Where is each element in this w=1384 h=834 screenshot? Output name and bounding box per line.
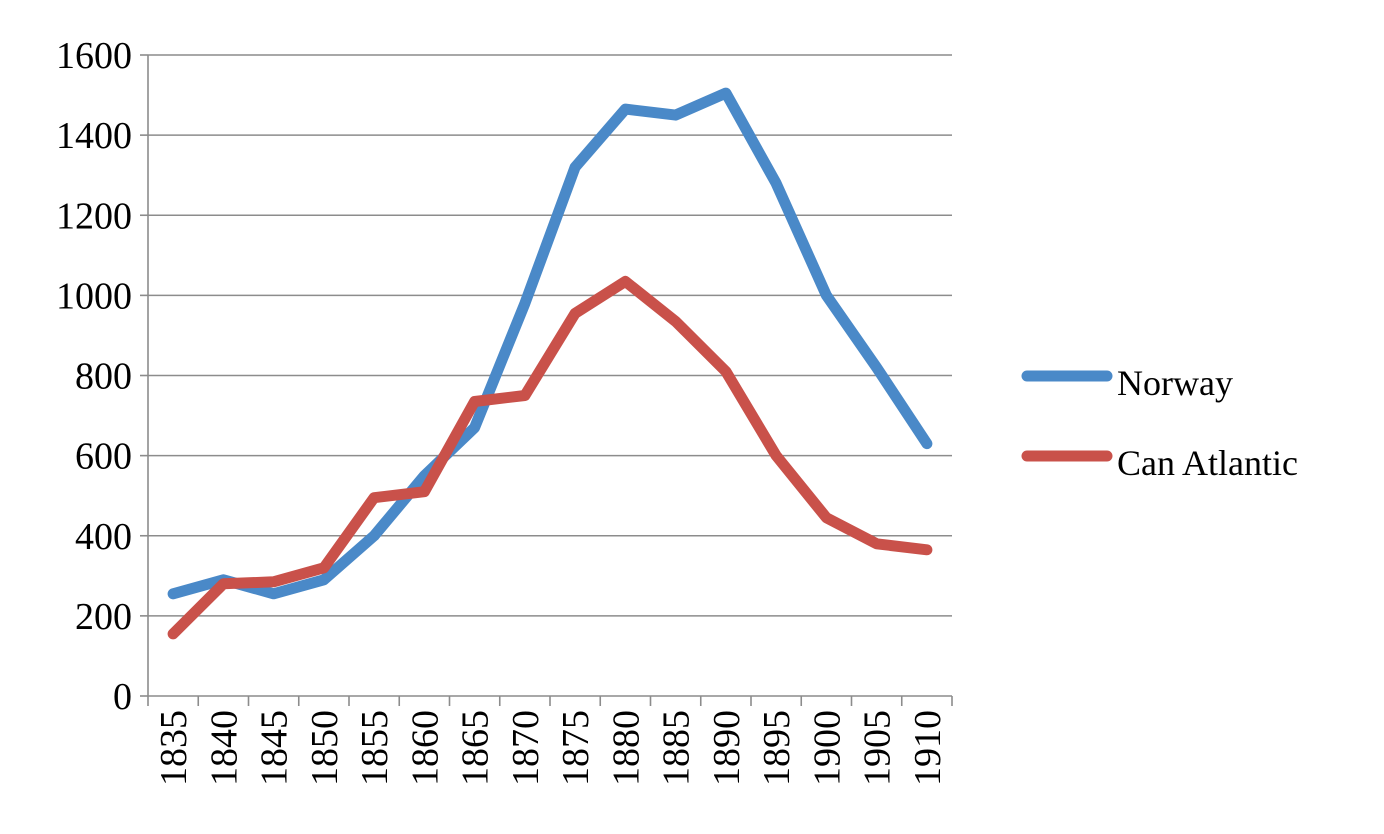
x-tick-label: 1835 xyxy=(153,710,195,786)
series-line-norway xyxy=(167,87,933,600)
y-axis-ticks: 0 200 400 600 800 1000 1200 1400 1600 xyxy=(56,35,148,718)
x-tick-label: 1905 xyxy=(857,710,899,786)
x-tick-label: 1850 xyxy=(304,710,346,786)
y-tick-label: 1200 xyxy=(56,195,132,237)
x-tick-label: 1860 xyxy=(404,710,446,786)
y-tick-label: 400 xyxy=(75,516,132,558)
series-line-can-atlantic xyxy=(167,275,933,640)
y-tick-label: 800 xyxy=(75,356,132,398)
y-tick-label: 0 xyxy=(113,676,132,718)
x-axis-ticks: 1835 1840 1845 1850 1855 1860 1865 1870 1875 1880… xyxy=(147,696,953,786)
series-lines xyxy=(167,87,933,640)
x-tick-label: 1875 xyxy=(555,710,597,786)
x-tick-label: 1880 xyxy=(605,710,647,786)
x-tick-label: 1885 xyxy=(656,710,698,786)
legend-label: Norway xyxy=(1117,363,1233,403)
x-tick-label: 1840 xyxy=(203,710,245,786)
x-tick-label: 1865 xyxy=(455,710,497,786)
y-tick-label: 1400 xyxy=(56,115,132,157)
y-tick-label: 200 xyxy=(75,596,132,638)
x-tick-label: 1855 xyxy=(354,710,396,786)
x-tick-label: 1870 xyxy=(505,710,547,786)
y-tick-label: 1600 xyxy=(56,35,132,77)
legend: Norway Can Atlantic xyxy=(1021,363,1298,483)
x-tick-label: 1910 xyxy=(907,710,949,786)
x-tick-label: 1845 xyxy=(254,710,296,786)
gridlines xyxy=(148,54,952,617)
y-tick-label: 600 xyxy=(75,436,132,478)
x-tick-label: 1890 xyxy=(706,710,748,786)
x-tick-label: 1895 xyxy=(756,710,798,786)
x-tick-label: 1900 xyxy=(806,710,848,786)
y-tick-label: 1000 xyxy=(56,275,132,317)
legend-label: Can Atlantic xyxy=(1117,443,1298,483)
